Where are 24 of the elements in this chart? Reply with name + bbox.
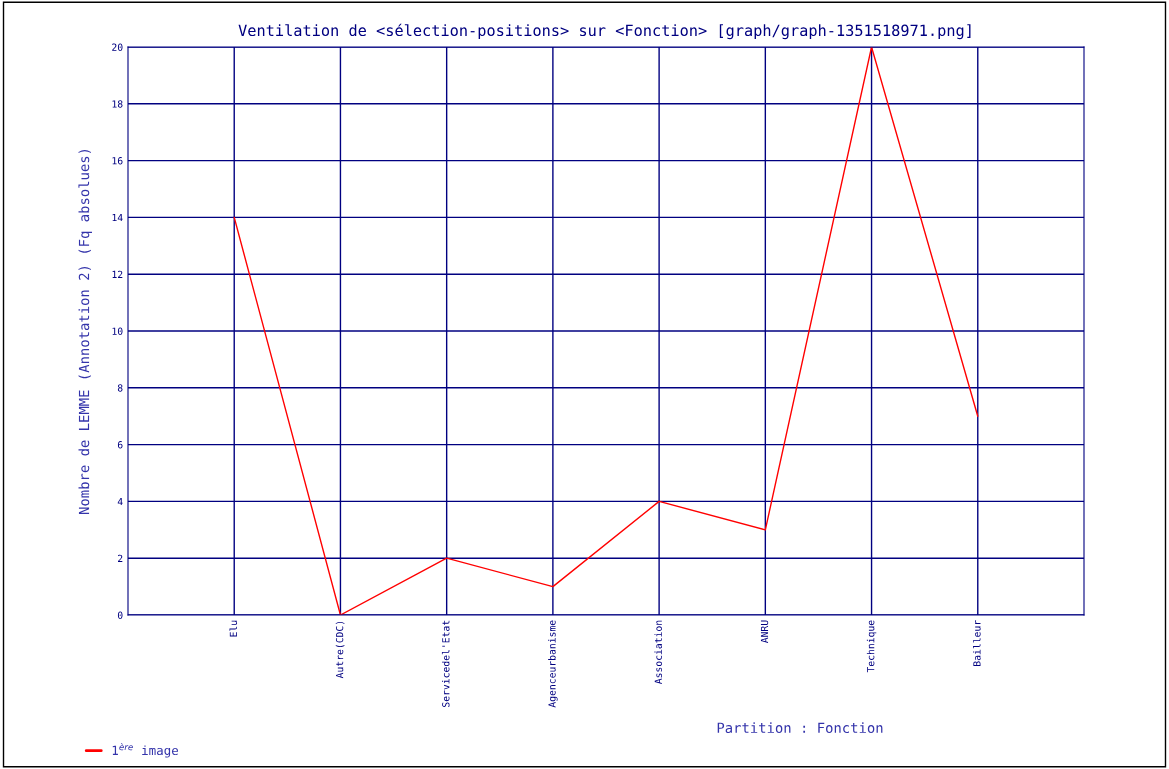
x-axis-title: Partition : Fonction (717, 722, 883, 734)
y-tick-label: 16 (112, 157, 123, 165)
y-tick-label: 14 (112, 214, 123, 222)
x-tick-label: Association (654, 620, 662, 685)
x-tick-label: Bailleur (973, 620, 981, 666)
legend-label: 1$^{ère}$ image (112, 743, 179, 758)
y-tick-label: 8 (117, 384, 123, 392)
y-tick-label: 18 (112, 100, 123, 108)
x-tick-label: Servicedel'Etat (441, 620, 450, 707)
y-tick-label: 12 (112, 270, 123, 278)
line-series (233, 47, 979, 615)
y-tick-label: 2 (118, 554, 123, 562)
y-tick-label: 10 (112, 327, 123, 335)
x-tick-label: Technique (866, 620, 877, 673)
chart-title: Ventilation de <sélection-positions> sur <Fonction> [graph/graph-1351518971.png] (238, 23, 971, 40)
y-axis-title: Nombre de LEMME (Annotation 2) (Fq absolues) (78, 149, 92, 515)
y-tick-label: 6 (117, 441, 123, 449)
x-tick-label: Autre(CDC) (335, 621, 345, 679)
y-tick-label: 20 (112, 43, 123, 51)
x-tick-label: Elu (229, 620, 238, 637)
x-tick-label: Agenceurbanisme (548, 620, 558, 708)
y-tick-label: 0 (117, 611, 123, 619)
x-tick-label: ANRU (760, 620, 769, 644)
y-tick-label: 4 (117, 498, 123, 506)
